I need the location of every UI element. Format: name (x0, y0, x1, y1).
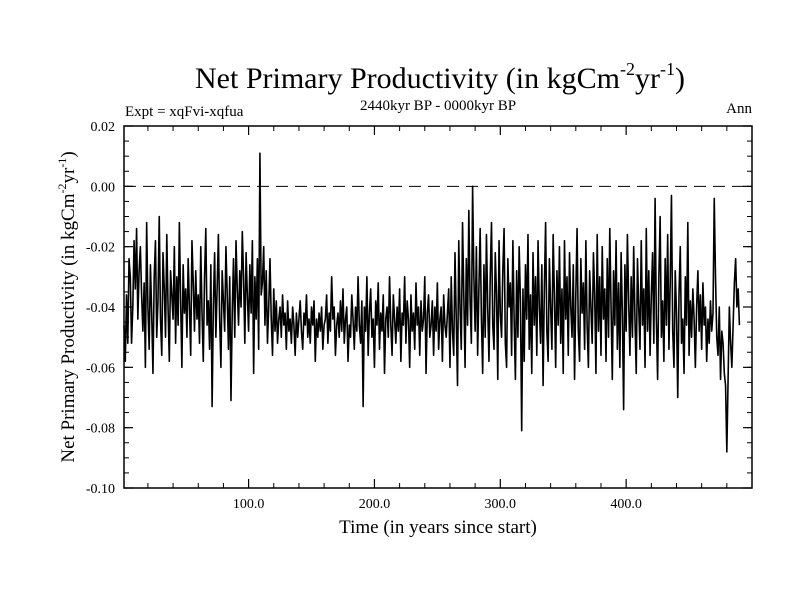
experiment-label: Expt = xqFvi-xqfua (125, 104, 244, 120)
y-tick-label: 0.00 (91, 180, 116, 195)
y-axis-label-sup1: -2 (55, 184, 69, 194)
y-tick-label: 0.02 (91, 120, 116, 135)
series-line-ann (123, 152, 741, 453)
y-axis-label-end: ) (58, 151, 79, 157)
chart-title-mid: yr (635, 62, 660, 95)
y-axis-label-text: Net Primary Productivity (in kgCm (58, 193, 79, 462)
y-axis-label-sup2: -1 (55, 158, 69, 168)
y-axis-label-mid: yr (58, 167, 79, 184)
x-axis-label: Time (in years since start) (339, 517, 537, 538)
x-tick-label: 200.0 (359, 497, 391, 512)
y-tick-label: -0.02 (86, 241, 115, 256)
season-label: Ann (726, 101, 752, 117)
chart-title-sup2: -1 (660, 59, 675, 79)
period-label: 2440kyr BP - 0000kyr BP (360, 98, 516, 114)
x-tick-label: 100.0 (233, 497, 265, 512)
plot-frame (123, 125, 753, 489)
x-tick-label: 400.0 (610, 497, 642, 512)
y-tick-label: -0.04 (86, 301, 115, 316)
x-tick-label: 300.0 (485, 497, 517, 512)
y-tick-label: -0.06 (86, 361, 115, 376)
y-tick-label: -0.10 (86, 482, 115, 497)
chart-title: Net Primary Productivity (in kgCm-2yr-1) (195, 59, 685, 95)
y-tick-label: -0.08 (86, 422, 115, 437)
y-axis-label: Net Primary Productivity (in kgCm-2yr-1) (55, 151, 79, 462)
chart-title-end: ) (675, 62, 685, 95)
chart-title-text: Net Primary Productivity (in kgCm (195, 62, 620, 95)
chart-title-sup1: -2 (620, 59, 635, 79)
